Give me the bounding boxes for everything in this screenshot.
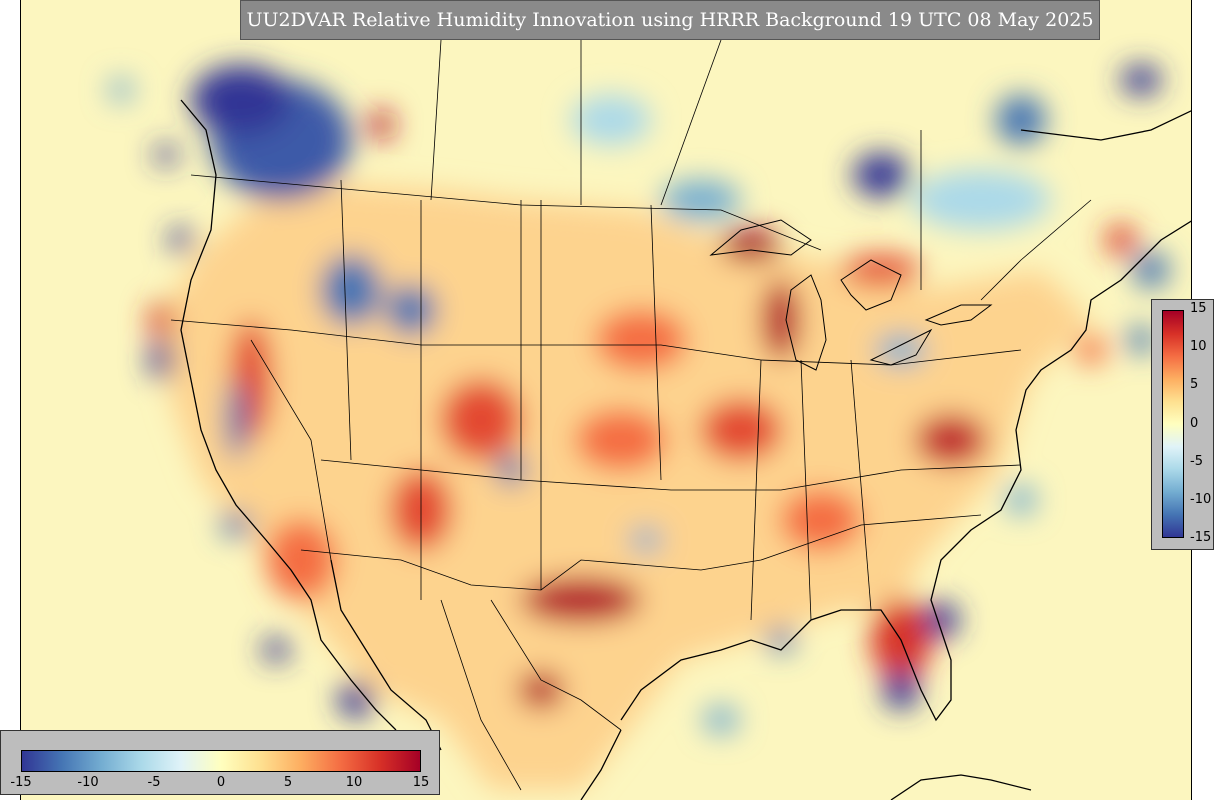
- state-borders: [170, 39, 1092, 791]
- colorbar-tick-label: 0: [1190, 416, 1199, 431]
- colorbar-tick-label: -5: [147, 775, 161, 790]
- map-title: UU2DVAR Relative Humidity Innovation usi…: [240, 0, 1100, 40]
- colorbar-vertical-gradient: [1162, 310, 1184, 538]
- coastlines: [180, 99, 1191, 800]
- colorbar-tick-label: -15: [10, 775, 32, 790]
- colorbar-vertical: 15 10 5 0 -5 -10 -15: [1151, 299, 1214, 550]
- colorbar-horizontal-gradient: [21, 750, 421, 772]
- colorbar-tick-label: 15: [1190, 301, 1207, 316]
- colorbar-tick-label: 5: [283, 775, 293, 790]
- anomaly-blobs: [109, 65, 1169, 790]
- colorbar-tick-label: 10: [1190, 339, 1207, 354]
- map-area: [20, 0, 1192, 800]
- humidity-field: [21, 0, 1191, 800]
- colorbar-tick-label: 10: [345, 775, 363, 790]
- colorbar-horizontal: -15 -10 -5 0 5 10 15: [0, 730, 440, 795]
- colorbar-tick-label: -10: [1190, 492, 1212, 507]
- colorbar-tick-label: -15: [1190, 530, 1212, 545]
- colorbar-tick-label: 15: [412, 775, 430, 790]
- colorbar-tick-label: -10: [77, 775, 99, 790]
- colorbar-tick-label: 5: [1190, 377, 1199, 392]
- colorbar-tick-label: -5: [1190, 454, 1203, 469]
- great-lakes: [709, 219, 993, 371]
- colorbar-tick-label: 0: [216, 775, 226, 790]
